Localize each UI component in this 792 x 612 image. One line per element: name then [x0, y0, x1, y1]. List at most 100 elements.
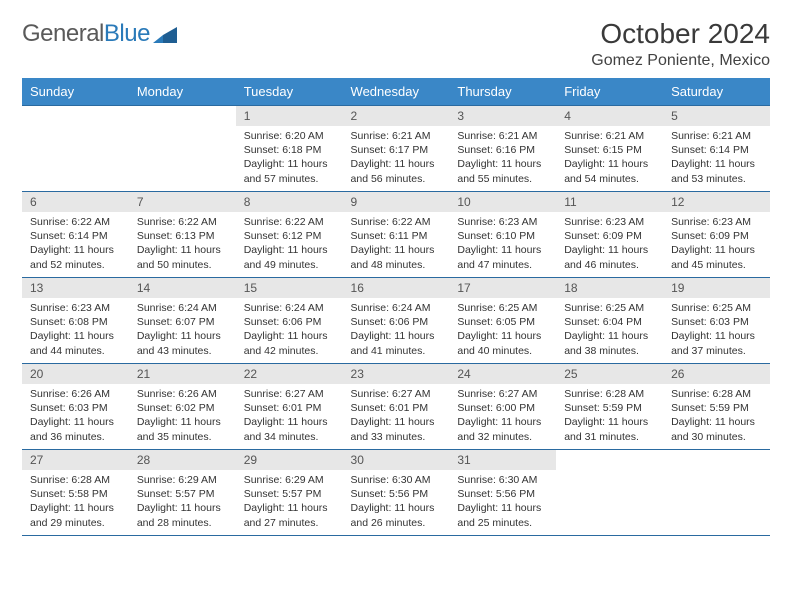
- daylight-line: Daylight: 11 hours and 54 minutes.: [564, 157, 659, 185]
- calendar-cell: 23Sunrise: 6:27 AMSunset: 6:01 PMDayligh…: [343, 364, 450, 450]
- calendar-body: 1Sunrise: 6:20 AMSunset: 6:18 PMDaylight…: [22, 106, 770, 536]
- sunrise-line: Sunrise: 6:29 AM: [244, 473, 339, 487]
- sunrise-line: Sunrise: 6:30 AM: [457, 473, 552, 487]
- sunset-line: Sunset: 6:03 PM: [671, 315, 766, 329]
- day-number: 19: [663, 278, 770, 298]
- sunset-line: Sunset: 6:08 PM: [30, 315, 125, 329]
- daylight-line: Daylight: 11 hours and 53 minutes.: [671, 157, 766, 185]
- calendar-cell: 14Sunrise: 6:24 AMSunset: 6:07 PMDayligh…: [129, 278, 236, 364]
- day-details: Sunrise: 6:23 AMSunset: 6:09 PMDaylight:…: [556, 212, 663, 275]
- day-number: 17: [449, 278, 556, 298]
- calendar-cell: 7 Sunrise: 6:22 AMSunset: 6:13 PMDaylight…: [129, 192, 236, 278]
- day-number: 29: [236, 450, 343, 470]
- day-header: Monday: [129, 78, 236, 106]
- brand-logo: GeneralBlue: [22, 18, 179, 50]
- sunset-line: Sunset: 5:56 PM: [457, 487, 552, 501]
- calendar-cell: 5Sunrise: 6:21 AMSunset: 6:14 PMDaylight…: [663, 106, 770, 192]
- calendar-cell: 2Sunrise: 6:21 AMSunset: 6:17 PMDaylight…: [343, 106, 450, 192]
- day-header-row: Sunday Monday Tuesday Wednesday Thursday…: [22, 78, 770, 106]
- sunrise-line: Sunrise: 6:22 AM: [351, 215, 446, 229]
- day-header: Sunday: [22, 78, 129, 106]
- calendar-cell: 4Sunrise: 6:21 AMSunset: 6:15 PMDaylight…: [556, 106, 663, 192]
- day-details: Sunrise: 6:30 AMSunset: 5:56 PMDaylight:…: [343, 470, 450, 533]
- sunrise-line: Sunrise: 6:23 AM: [564, 215, 659, 229]
- day-number: 31: [449, 450, 556, 470]
- calendar-cell: 27Sunrise: 6:28 AMSunset: 5:58 PMDayligh…: [22, 450, 129, 536]
- calendar-cell: 21Sunrise: 6:26 AMSunset: 6:02 PMDayligh…: [129, 364, 236, 450]
- sunrise-line: Sunrise: 6:24 AM: [244, 301, 339, 315]
- day-number: 12: [663, 192, 770, 212]
- daylight-line: Daylight: 11 hours and 35 minutes.: [137, 415, 232, 443]
- calendar-cell: 13Sunrise: 6:23 AMSunset: 6:08 PMDayligh…: [22, 278, 129, 364]
- calendar-cell: 3Sunrise: 6:21 AMSunset: 6:16 PMDaylight…: [449, 106, 556, 192]
- day-number: 26: [663, 364, 770, 384]
- sunrise-line: Sunrise: 6:22 AM: [244, 215, 339, 229]
- day-details: Sunrise: 6:26 AMSunset: 6:02 PMDaylight:…: [129, 384, 236, 447]
- sunset-line: Sunset: 6:00 PM: [457, 401, 552, 415]
- calendar-cell: [556, 450, 663, 536]
- day-details: Sunrise: 6:24 AMSunset: 6:07 PMDaylight:…: [129, 298, 236, 361]
- sunrise-line: Sunrise: 6:28 AM: [30, 473, 125, 487]
- calendar-row: 6Sunrise: 6:22 AMSunset: 6:14 PMDaylight…: [22, 192, 770, 278]
- day-details: Sunrise: 6:20 AMSunset: 6:18 PMDaylight:…: [236, 126, 343, 189]
- day-details: Sunrise: 6:23 AMSunset: 6:09 PMDaylight:…: [663, 212, 770, 275]
- calendar-cell: 29Sunrise: 6:29 AMSunset: 5:57 PMDayligh…: [236, 450, 343, 536]
- day-details: Sunrise: 6:22 AMSunset: 6:12 PMDaylight:…: [236, 212, 343, 275]
- sunset-line: Sunset: 5:58 PM: [30, 487, 125, 501]
- day-details: Sunrise: 6:28 AMSunset: 5:59 PMDaylight:…: [556, 384, 663, 447]
- sunrise-line: Sunrise: 6:22 AM: [30, 215, 125, 229]
- sunset-line: Sunset: 6:13 PM: [137, 229, 232, 243]
- calendar-cell: 1Sunrise: 6:20 AMSunset: 6:18 PMDaylight…: [236, 106, 343, 192]
- calendar-table: Sunday Monday Tuesday Wednesday Thursday…: [22, 78, 770, 536]
- sunset-line: Sunset: 6:15 PM: [564, 143, 659, 157]
- sunrise-line: Sunrise: 6:25 AM: [671, 301, 766, 315]
- daylight-line: Daylight: 11 hours and 29 minutes.: [30, 501, 125, 529]
- calendar-cell: 26Sunrise: 6:28 AMSunset: 5:59 PMDayligh…: [663, 364, 770, 450]
- brand-mark-icon: [153, 22, 179, 50]
- calendar-cell: 17Sunrise: 6:25 AMSunset: 6:05 PMDayligh…: [449, 278, 556, 364]
- sunrise-line: Sunrise: 6:25 AM: [457, 301, 552, 315]
- sunset-line: Sunset: 6:01 PM: [244, 401, 339, 415]
- sunset-line: Sunset: 6:07 PM: [137, 315, 232, 329]
- sunrise-line: Sunrise: 6:28 AM: [564, 387, 659, 401]
- day-details: Sunrise: 6:25 AMSunset: 6:03 PMDaylight:…: [663, 298, 770, 361]
- day-details: Sunrise: 6:27 AMSunset: 6:01 PMDaylight:…: [343, 384, 450, 447]
- day-number: 5: [663, 106, 770, 126]
- calendar-cell: 31Sunrise: 6:30 AMSunset: 5:56 PMDayligh…: [449, 450, 556, 536]
- calendar-cell: [663, 450, 770, 536]
- day-details: Sunrise: 6:24 AMSunset: 6:06 PMDaylight:…: [343, 298, 450, 361]
- day-header: Friday: [556, 78, 663, 106]
- sunset-line: Sunset: 6:06 PM: [244, 315, 339, 329]
- calendar-cell: 28Sunrise: 6:29 AMSunset: 5:57 PMDayligh…: [129, 450, 236, 536]
- day-number: 1: [236, 106, 343, 126]
- month-title: October 2024: [591, 18, 770, 50]
- day-number: 20: [22, 364, 129, 384]
- sunrise-line: Sunrise: 6:22 AM: [137, 215, 232, 229]
- sunset-line: Sunset: 6:11 PM: [351, 229, 446, 243]
- calendar-cell: 25Sunrise: 6:28 AMSunset: 5:59 PMDayligh…: [556, 364, 663, 450]
- day-number: 13: [22, 278, 129, 298]
- day-number: 15: [236, 278, 343, 298]
- day-details: Sunrise: 6:23 AMSunset: 6:08 PMDaylight:…: [22, 298, 129, 361]
- sunrise-line: Sunrise: 6:21 AM: [671, 129, 766, 143]
- day-number: 7: [129, 192, 236, 212]
- daylight-line: Daylight: 11 hours and 50 minutes.: [137, 243, 232, 271]
- calendar-cell: 6Sunrise: 6:22 AMSunset: 6:14 PMDaylight…: [22, 192, 129, 278]
- daylight-line: Daylight: 11 hours and 56 minutes.: [351, 157, 446, 185]
- calendar-cell: 22Sunrise: 6:27 AMSunset: 6:01 PMDayligh…: [236, 364, 343, 450]
- sunrise-line: Sunrise: 6:27 AM: [351, 387, 446, 401]
- sunrise-line: Sunrise: 6:23 AM: [457, 215, 552, 229]
- day-number: 9: [343, 192, 450, 212]
- daylight-line: Daylight: 11 hours and 41 minutes.: [351, 329, 446, 357]
- sunrise-line: Sunrise: 6:23 AM: [30, 301, 125, 315]
- daylight-line: Daylight: 11 hours and 36 minutes.: [30, 415, 125, 443]
- calendar-row: 1Sunrise: 6:20 AMSunset: 6:18 PMDaylight…: [22, 106, 770, 192]
- sunset-line: Sunset: 6:14 PM: [30, 229, 125, 243]
- daylight-line: Daylight: 11 hours and 33 minutes.: [351, 415, 446, 443]
- sunset-line: Sunset: 6:02 PM: [137, 401, 232, 415]
- day-details: Sunrise: 6:29 AMSunset: 5:57 PMDaylight:…: [129, 470, 236, 533]
- calendar-cell: 16Sunrise: 6:24 AMSunset: 6:06 PMDayligh…: [343, 278, 450, 364]
- daylight-line: Daylight: 11 hours and 49 minutes.: [244, 243, 339, 271]
- sunrise-line: Sunrise: 6:30 AM: [351, 473, 446, 487]
- day-number: 2: [343, 106, 450, 126]
